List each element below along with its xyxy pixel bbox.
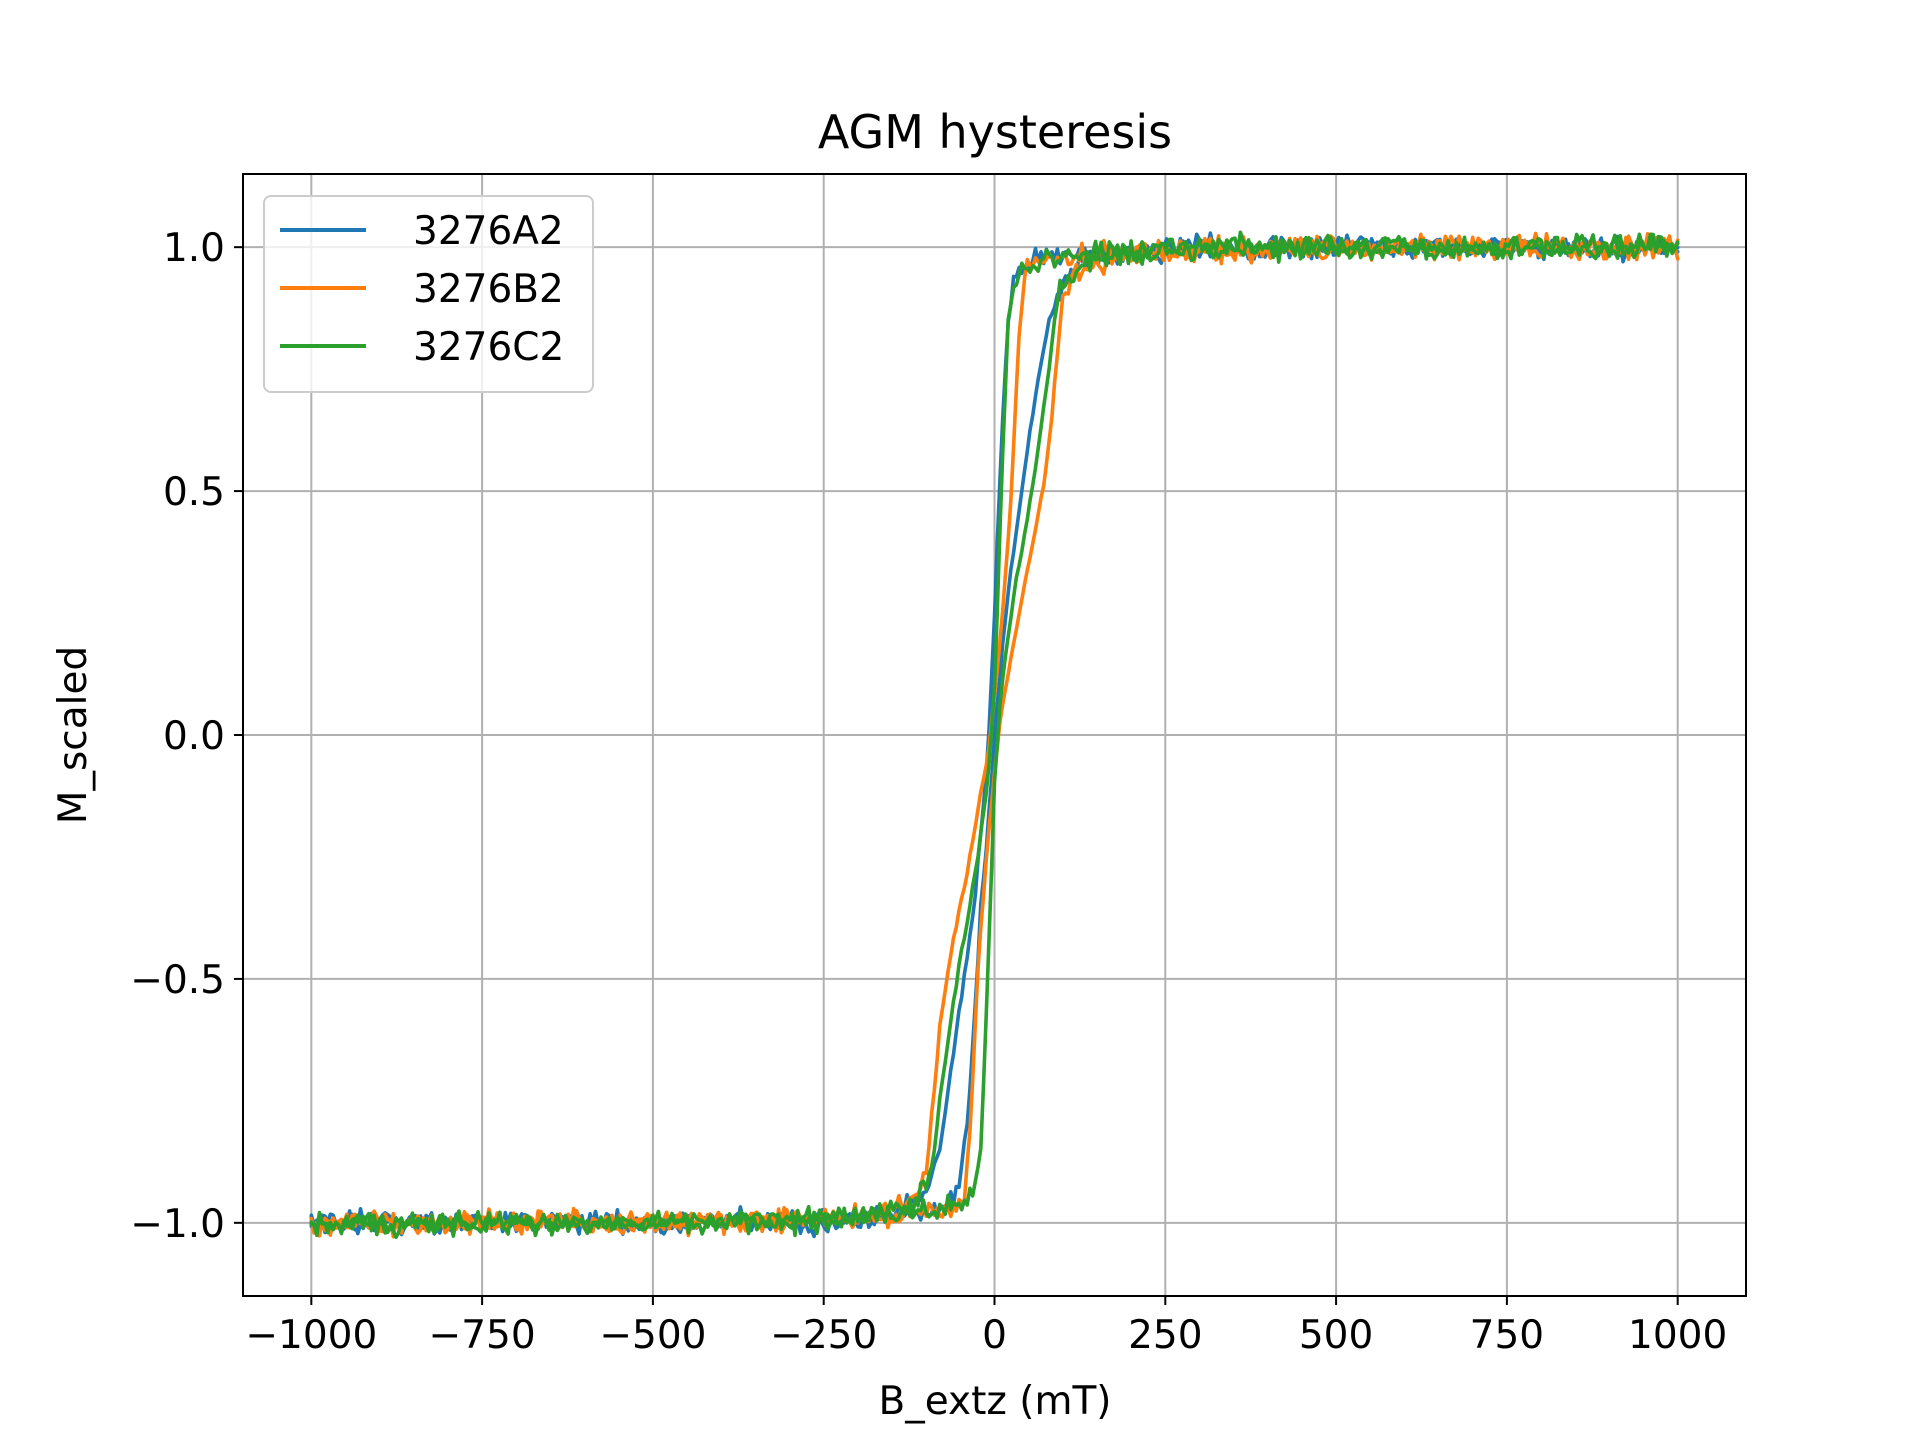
- chart-title: AGM hysteresis: [818, 105, 1172, 159]
- y-tick-label: −1.0: [130, 1202, 225, 1247]
- x-tick-label: 1000: [1628, 1313, 1727, 1358]
- series-lines: [309, 230, 1680, 1240]
- x-tick-label: 500: [1299, 1313, 1373, 1358]
- series-line-3276B2: [309, 231, 1680, 1239]
- x-tick-label: −500: [599, 1313, 706, 1358]
- x-tick-label: 0: [982, 1313, 1007, 1358]
- x-tick-label: 250: [1128, 1313, 1202, 1358]
- grid: [243, 174, 1746, 1296]
- legend-frame: [263, 195, 594, 393]
- x-tick-label: −250: [770, 1313, 877, 1358]
- legend-label: 3276B2: [413, 267, 564, 312]
- axis-ticks: −1000 −750 −500 −250 0 250 500 750 1000 −1.0 −0.5 0…: [130, 226, 1727, 1358]
- legend-label: 3276A2: [413, 209, 564, 254]
- legend-label: 3276C2: [413, 325, 564, 370]
- series-line-3276C2: [309, 230, 1680, 1240]
- x-tick-label: −750: [429, 1313, 536, 1358]
- x-tick-label: −1000: [245, 1313, 377, 1358]
- y-tick-label: 0.0: [163, 714, 225, 759]
- y-tick-label: 0.5: [163, 470, 225, 515]
- legend: 3276A2 3276B2 3276C2: [263, 195, 594, 393]
- y-tick-label: −0.5: [130, 958, 225, 1003]
- y-tick-label: 1.0: [163, 226, 225, 271]
- x-tick-label: 750: [1470, 1313, 1544, 1358]
- y-axis-label: M_scaled: [51, 646, 96, 824]
- x-axis-label: B_extz (mT): [878, 1379, 1111, 1424]
